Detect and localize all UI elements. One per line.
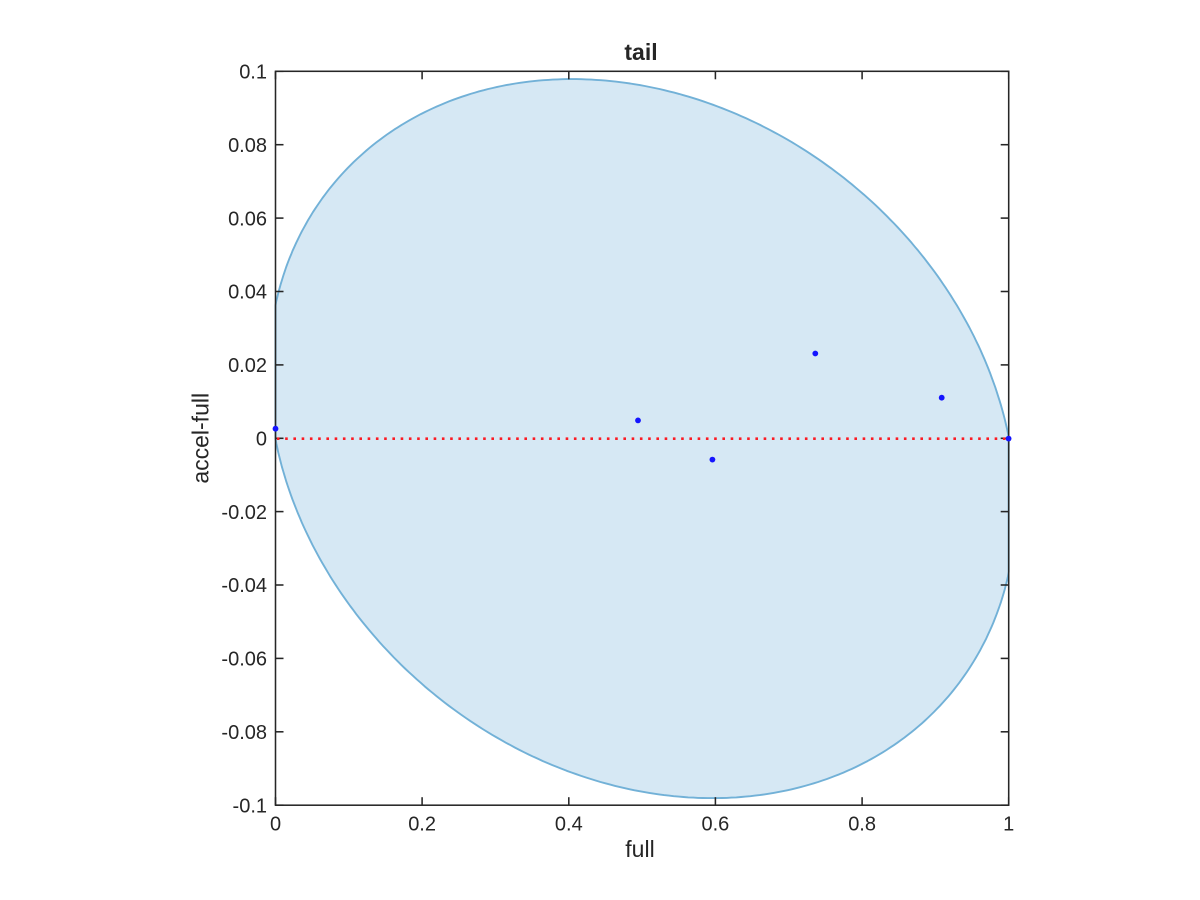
svg-text:-0.08: -0.08 (221, 722, 267, 744)
svg-text:-0.1: -0.1 (233, 795, 267, 817)
svg-text:0.08: 0.08 (228, 135, 267, 157)
svg-text:0.02: 0.02 (228, 355, 267, 377)
svg-text:0.8: 0.8 (848, 813, 876, 835)
svg-text:0.04: 0.04 (228, 282, 267, 304)
svg-text:tail: tail (624, 39, 657, 65)
svg-text:full: full (625, 836, 654, 862)
svg-text:0: 0 (270, 813, 281, 835)
svg-text:-0.02: -0.02 (221, 502, 267, 524)
svg-text:-0.04: -0.04 (221, 575, 267, 597)
svg-text:accel-full: accel-full (188, 393, 214, 484)
svg-text:-0.06: -0.06 (221, 649, 267, 671)
svg-text:1: 1 (1003, 813, 1014, 835)
svg-text:0.2: 0.2 (408, 813, 436, 835)
svg-text:0.06: 0.06 (228, 208, 267, 230)
svg-text:0.1: 0.1 (239, 62, 267, 84)
svg-text:0: 0 (256, 429, 267, 451)
svg-text:0.4: 0.4 (555, 813, 583, 835)
svg-text:0.6: 0.6 (701, 813, 729, 835)
